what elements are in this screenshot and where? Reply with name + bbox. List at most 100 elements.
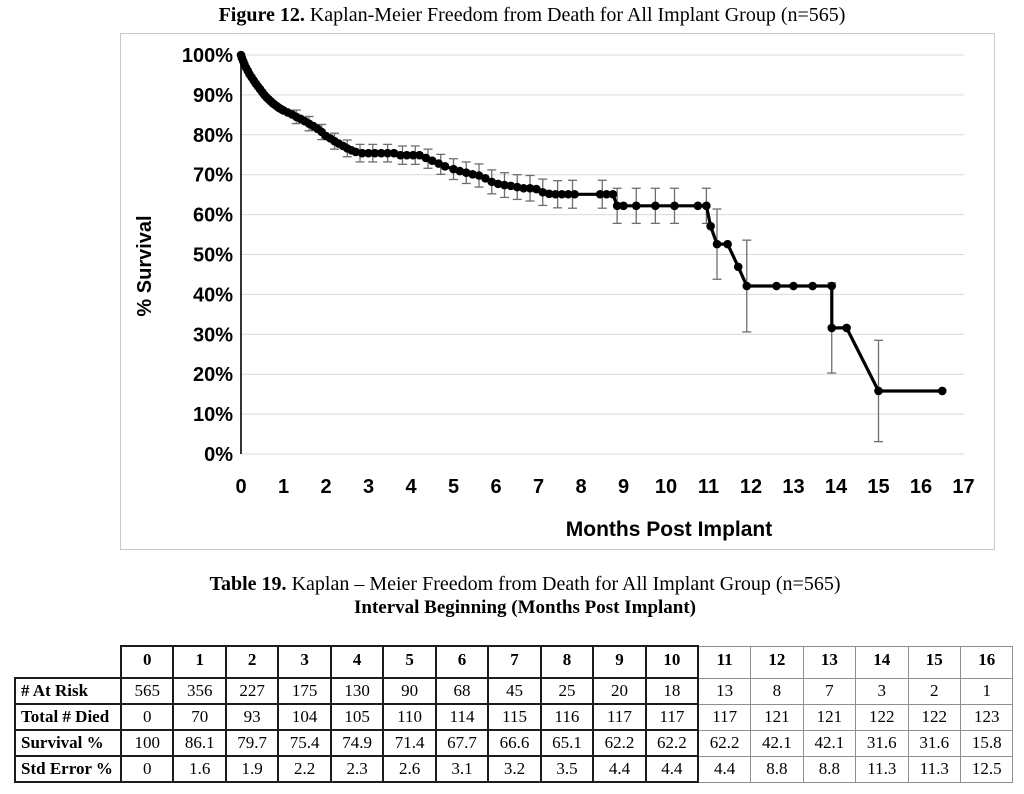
table-corner-blank-cell — [15, 646, 121, 678]
table-cell: 0 — [119, 703, 175, 731]
table-cell: 2.6 — [382, 755, 437, 783]
table-cell: 121 — [802, 703, 857, 731]
svg-text:30%: 30% — [193, 324, 233, 346]
table-cell: 2.3 — [329, 755, 385, 783]
table-title: Table 19. Kaplan – Meier Freedom from De… — [26, 572, 1024, 620]
table-cell: 45 — [487, 677, 542, 705]
y-axis-title: % Survival — [134, 215, 156, 316]
table-cell: 0 — [119, 755, 175, 783]
table-col-header-month-0: 0 — [119, 645, 175, 679]
table-col-header-month-4: 4 — [329, 645, 385, 679]
table-row: Survival % 100 86.1 79.7 75.4 74.9 71.4 67.7 66.… — [14, 729, 1014, 757]
svg-text:14: 14 — [825, 476, 848, 498]
table-cell: 4.4 — [697, 755, 752, 783]
table-cell: 117 — [644, 703, 700, 731]
table-header-row: 0 1 2 3 4 5 6 7 8 9 10 11 12 13 14 15 16 — [15, 645, 1014, 679]
svg-text:80%: 80% — [193, 125, 233, 147]
table-col-header-month-8: 8 — [539, 645, 595, 679]
table-cell: 11.3 — [907, 755, 962, 783]
table-title-number: Table 19. — [209, 573, 287, 595]
table-cell: 122 — [855, 703, 909, 731]
table-cell: 117 — [592, 703, 647, 731]
table-cell: 8.8 — [802, 755, 857, 783]
svg-text:6: 6 — [490, 476, 501, 498]
svg-text:70%: 70% — [193, 165, 233, 187]
table-cell: 105 — [329, 703, 385, 731]
table-col-header-month-3: 3 — [277, 645, 332, 679]
table-row: Total # Died 0 70 93 104 105 110 114 115 116 117 11… — [14, 703, 1014, 731]
x-axis-tick-labels: 0 1 2 3 4 5 6 7 8 9 10 11 12 13 14 15 16 17 — [235, 476, 974, 498]
table-cell: 62.2 — [644, 729, 700, 757]
svg-text:10: 10 — [655, 476, 677, 498]
table-cell: 123 — [959, 703, 1014, 731]
table-row-label: Total # Died — [14, 703, 122, 731]
table-cell: 4.4 — [644, 755, 700, 783]
table-cell: 31.6 — [907, 729, 962, 757]
table-col-header-month-9: 9 — [592, 645, 647, 679]
table-cell: 3.5 — [539, 755, 595, 783]
svg-text:2: 2 — [320, 476, 331, 498]
table-col-header-month-16: 16 — [959, 645, 1014, 679]
table-row: Std Error % 0 1.6 1.9 2.2 2.3 2.6 3.1 3.2 3.5 4.4 4… — [14, 755, 1014, 783]
table-row-label: Std Error % — [14, 755, 122, 783]
table-cell: 20 — [592, 677, 647, 705]
table-cell: 104 — [277, 703, 332, 731]
svg-text:90%: 90% — [193, 85, 233, 107]
table-col-header-month-6: 6 — [434, 645, 490, 679]
table-cell: 68 — [434, 677, 490, 705]
survival-curve-line — [239, 53, 944, 393]
table-col-header-month-10: 10 — [644, 645, 700, 679]
survival-curve-markers — [236, 50, 947, 396]
error-bars — [291, 109, 883, 443]
svg-text:13: 13 — [782, 476, 804, 498]
table-cell: 8 — [750, 677, 804, 705]
table-cell: 86.1 — [172, 729, 227, 757]
km-chart-svg: 0%10%20%30%40%50%60%70%80%90%100%0 1 2 3 4 5 6… — [134, 45, 975, 541]
table-row: # At Risk 565 356 227 175 130 90 68 45 25 20 18 13 8 7… — [14, 677, 1014, 705]
table-cell: 3.1 — [434, 755, 490, 783]
table-col-header-month-11: 11 — [697, 645, 752, 679]
table-cell: 75.4 — [277, 729, 332, 757]
table-cell: 66.6 — [487, 729, 542, 757]
figure-title-number: Figure 12. — [218, 4, 305, 26]
table-cell: 565 — [119, 677, 175, 705]
table-cell: 65.1 — [539, 729, 595, 757]
table-cell: 121 — [750, 703, 804, 731]
table-cell: 25 — [539, 677, 595, 705]
table-cell: 7 — [802, 677, 857, 705]
y-axis-tick-labels: 0% 10% 20% 30% 40% 50% 60% 70% 80% 90% 100% — [182, 45, 233, 466]
table-cell: 175 — [277, 677, 332, 705]
table-col-header-month-7: 7 — [487, 645, 542, 679]
svg-text:50%: 50% — [193, 245, 233, 267]
svg-text:7: 7 — [533, 476, 544, 498]
table-cell: 110 — [382, 703, 437, 731]
figure-title: Figure 12. Kaplan-Meier Freedom from Dea… — [40, 2, 1024, 28]
svg-text:0: 0 — [235, 476, 246, 498]
table-cell: 62.2 — [592, 729, 647, 757]
svg-text:0%: 0% — [204, 444, 233, 466]
svg-text:11: 11 — [698, 476, 719, 498]
table-cell: 70 — [172, 703, 227, 731]
table-col-header-month-14: 14 — [855, 645, 909, 679]
table-cell: 3 — [855, 677, 909, 705]
table-cell: 31.6 — [855, 729, 909, 757]
table-title-line1: Table 19. Kaplan – Meier Freedom from De… — [26, 572, 1024, 596]
table-cell: 3.2 — [487, 755, 542, 783]
svg-text:100%: 100% — [182, 45, 233, 67]
svg-text:15: 15 — [867, 476, 889, 498]
svg-text:5: 5 — [448, 476, 459, 498]
table-cell: 100 — [119, 729, 175, 757]
svg-text:60%: 60% — [193, 205, 233, 227]
table-cell: 12.5 — [959, 755, 1014, 783]
table-cell: 130 — [329, 677, 385, 705]
table-subtitle: Interval Beginning (Months Post Implant) — [353, 597, 697, 618]
x-axis-title: Months Post Implant — [566, 518, 773, 541]
table-cell: 11.3 — [855, 755, 909, 783]
svg-text:40%: 40% — [193, 284, 233, 306]
table-cell: 227 — [224, 677, 280, 705]
table-cell: 90 — [382, 677, 437, 705]
table-cell: 15.8 — [959, 729, 1014, 757]
table-cell: 117 — [697, 703, 752, 731]
table-cell: 114 — [434, 703, 490, 731]
